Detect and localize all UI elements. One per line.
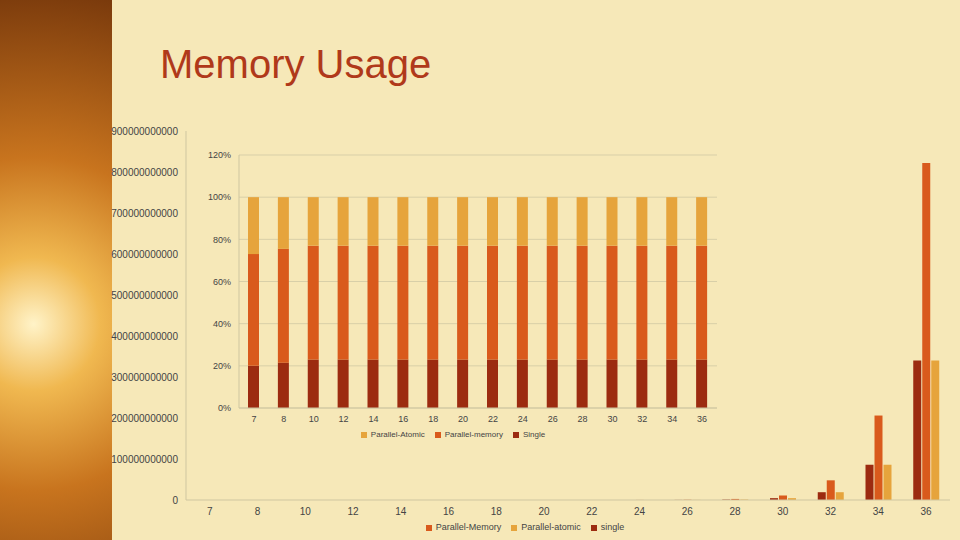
svg-text:26: 26: [548, 414, 558, 424]
svg-text:20: 20: [458, 414, 468, 424]
svg-text:20%: 20%: [213, 361, 231, 371]
svg-text:36: 36: [697, 414, 707, 424]
svg-text:0: 0: [172, 495, 178, 506]
svg-text:80%: 80%: [213, 235, 231, 245]
svg-text:14: 14: [395, 506, 407, 517]
svg-text:24: 24: [518, 414, 528, 424]
html-text:single: single: [600, 522, 625, 532]
html-text:Parallel-Atomic: Parallel-Atomic: [370, 430, 425, 439]
svg-text:36: 36: [921, 506, 933, 517]
svg-text:18: 18: [491, 506, 503, 517]
svg-text:28: 28: [578, 414, 588, 424]
svg-text:8: 8: [255, 506, 261, 517]
svg-text:32: 32: [825, 506, 837, 517]
html-text:Parallel-atomic: Parallel-atomic: [521, 522, 581, 532]
html-text:Memory Usage: Memory Usage: [160, 42, 432, 86]
svg-text:300000000000: 300000000000: [111, 372, 178, 383]
svg-text:800000000000: 800000000000: [111, 167, 178, 178]
svg-text:7: 7: [207, 506, 213, 517]
svg-text:16: 16: [398, 414, 408, 424]
html-text:Single: Single: [522, 430, 546, 439]
svg-text:26: 26: [682, 506, 694, 517]
svg-text:120%: 120%: [208, 150, 231, 160]
svg-text:10: 10: [300, 506, 312, 517]
svg-text:8: 8: [281, 414, 286, 424]
svg-text:200000000000: 200000000000: [111, 413, 178, 424]
svg-text:14: 14: [368, 414, 378, 424]
svg-text:0%: 0%: [218, 403, 231, 413]
svg-text:12: 12: [348, 506, 360, 517]
svg-text:32: 32: [637, 414, 647, 424]
svg-text:28: 28: [730, 506, 742, 517]
svg-text:20: 20: [539, 506, 551, 517]
svg-text:22: 22: [586, 506, 598, 517]
html-text:Parallel-Memory: Parallel-Memory: [435, 522, 502, 532]
svg-text:30: 30: [607, 414, 617, 424]
svg-text:400000000000: 400000000000: [111, 331, 178, 342]
svg-text:500000000000: 500000000000: [111, 290, 178, 301]
svg-text:22: 22: [488, 414, 498, 424]
svg-text:12: 12: [339, 414, 349, 424]
svg-text:100%: 100%: [208, 192, 231, 202]
svg-text:24: 24: [634, 506, 646, 517]
svg-text:900000000000: 900000000000: [111, 126, 178, 137]
svg-text:60%: 60%: [213, 277, 231, 287]
svg-text:30: 30: [777, 506, 789, 517]
svg-text:700000000000: 700000000000: [111, 208, 178, 219]
svg-text:10: 10: [309, 414, 319, 424]
svg-text:7: 7: [251, 414, 256, 424]
svg-text:34: 34: [667, 414, 677, 424]
svg-text:40%: 40%: [213, 319, 231, 329]
svg-text:600000000000: 600000000000: [111, 249, 178, 260]
svg-text:100000000000: 100000000000: [111, 454, 178, 465]
html-text:Parallel-memory: Parallel-memory: [444, 430, 503, 439]
svg-text:16: 16: [443, 506, 455, 517]
svg-text:34: 34: [873, 506, 885, 517]
svg-text:18: 18: [428, 414, 438, 424]
